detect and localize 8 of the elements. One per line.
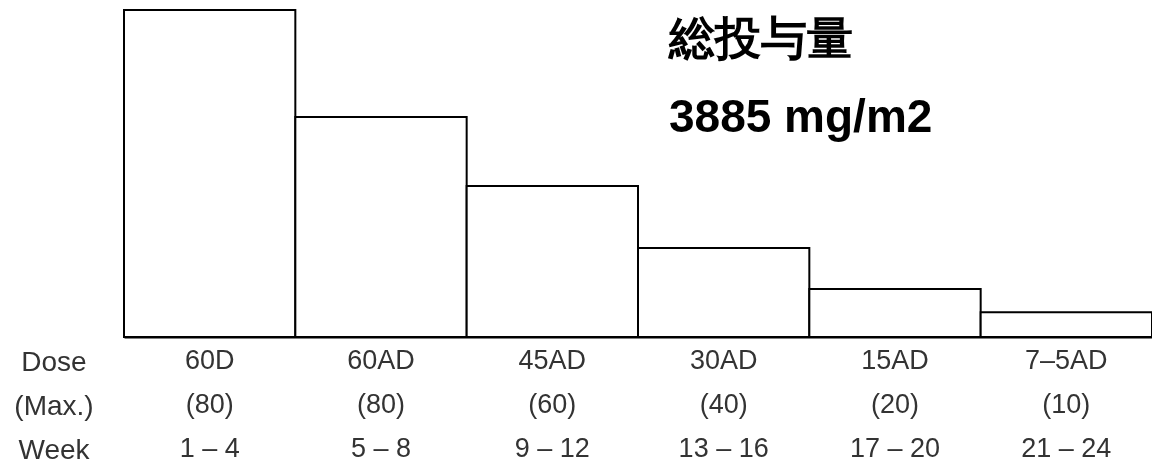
x-axis-title: Dose (Max.) Week xyxy=(14,346,94,465)
x-tick-label: 30AD (40) 13 – 16 xyxy=(678,344,769,463)
x-tick-label: 7–5AD (10) 21 – 24 xyxy=(1021,344,1112,463)
x-tick-label: 45AD (60) 9 – 12 xyxy=(514,344,590,463)
x-tick-label: 15AD (20) 17 – 20 xyxy=(849,344,941,463)
annotation: 総投与量 3885 mg/m2 xyxy=(667,12,933,142)
x-tick-label: 60AD (80) 5 – 8 xyxy=(347,344,415,463)
x-tick-label: 60D (80) 1 – 4 xyxy=(179,344,240,463)
